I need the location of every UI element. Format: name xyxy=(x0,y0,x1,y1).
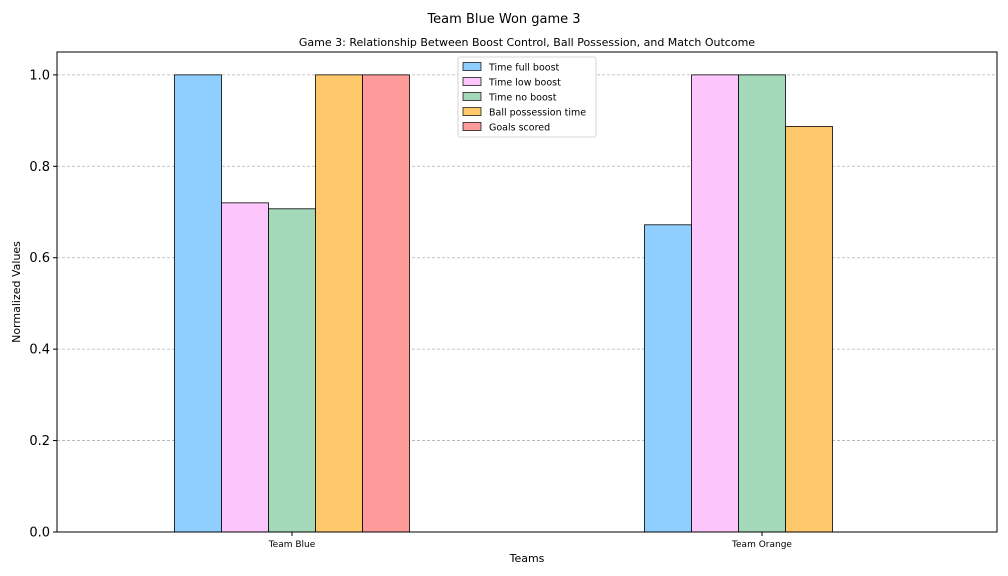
chart-title: Game 3: Relationship Between Boost Contr… xyxy=(299,36,755,49)
y-tick-label: 0.6 xyxy=(29,251,50,266)
chart-suptitle: Team Blue Won game 3 xyxy=(426,12,580,27)
legend-box xyxy=(457,56,597,138)
y-tick-label: 0.4 xyxy=(29,343,50,358)
legend-swatch xyxy=(462,62,482,71)
legend: Time full boost Time low boost Time no boo… xyxy=(457,56,597,138)
plot-frame xyxy=(56,51,998,533)
legend-label: Time no boost xyxy=(488,93,557,104)
bar xyxy=(174,74,222,533)
bar xyxy=(362,74,410,533)
bar xyxy=(268,208,316,533)
y-tick-label: 0.8 xyxy=(29,160,50,175)
y-tick-label: 0.2 xyxy=(29,434,50,449)
y-tick-label: 0.0 xyxy=(29,526,50,541)
bar xyxy=(785,126,833,533)
bars-layer xyxy=(174,74,833,533)
y-tick-label: 1.0 xyxy=(29,68,50,83)
legend-label: Ball possession time xyxy=(489,108,586,119)
legend-swatch xyxy=(462,122,482,131)
legend-swatch xyxy=(462,77,482,86)
bar xyxy=(691,74,739,533)
axes-layer: 0.0 0.2 0.4 0.6 0.8 1.0 Team Blue Team Orange xyxy=(29,68,792,550)
bar xyxy=(221,202,269,533)
y-axis-label: Normalized Values xyxy=(10,241,23,343)
legend-label: Time full boost xyxy=(488,63,560,74)
bar xyxy=(644,224,692,533)
legend-swatch xyxy=(462,107,482,116)
x-tick-label: Team Blue xyxy=(268,540,316,550)
legend-label: Time low boost xyxy=(488,78,561,89)
legend-swatch xyxy=(462,92,482,101)
x-axis-label: Teams xyxy=(509,552,545,565)
x-tick-label: Team Orange xyxy=(731,540,792,550)
bar xyxy=(738,74,786,533)
legend-label: Goals scored xyxy=(489,123,550,134)
bar xyxy=(315,74,363,533)
